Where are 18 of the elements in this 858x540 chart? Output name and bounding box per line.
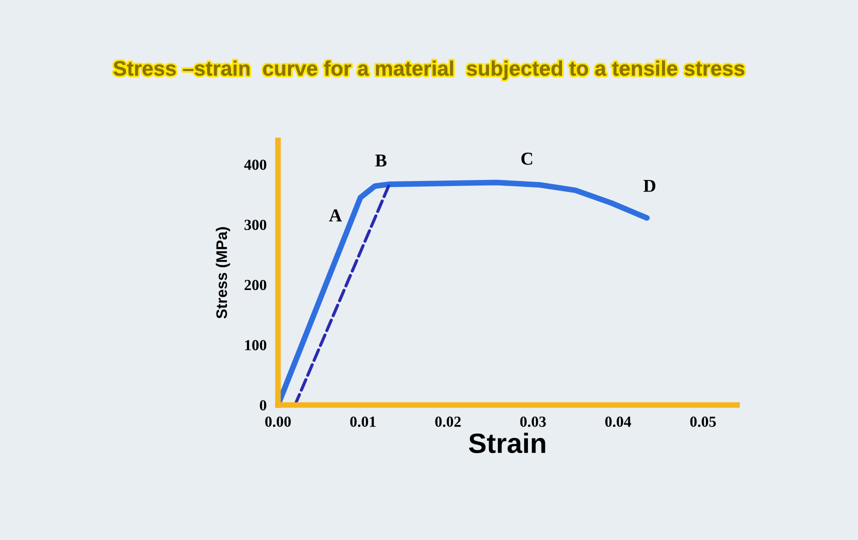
y-tick-label: 0 xyxy=(260,400,266,410)
annotation: C xyxy=(521,152,532,165)
x-tick-label: 0.05 xyxy=(690,416,716,427)
x-tick-label: 0.02 xyxy=(435,416,461,427)
x-axis-title: Strain xyxy=(468,432,546,454)
y-axis-title: Stress (MPa) xyxy=(216,227,230,319)
x-tick-label: 0.04 xyxy=(605,416,632,427)
x-tick-label: 0.01 xyxy=(350,416,376,427)
y-tick-label: 300 xyxy=(244,220,266,230)
annotation: A xyxy=(329,209,342,222)
x-tick-label: 0.00 xyxy=(265,416,291,427)
y-tick-label: 200 xyxy=(244,280,266,290)
y-tick-label: 100 xyxy=(245,340,266,350)
annotation: D xyxy=(643,180,656,192)
chart-title: Stress –strain curve for a material subjected to a tensile stress xyxy=(114,60,744,80)
y-tick-label: 400 xyxy=(244,160,266,170)
x-tick-label: 0.03 xyxy=(520,416,546,427)
annotation: B xyxy=(375,154,387,166)
